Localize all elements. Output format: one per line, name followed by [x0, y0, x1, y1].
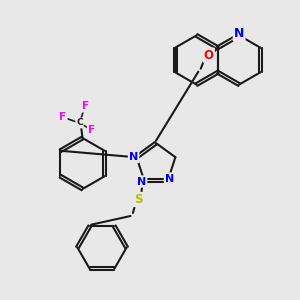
- Text: O: O: [204, 49, 214, 62]
- Text: C: C: [76, 118, 83, 127]
- Text: N: N: [137, 176, 146, 187]
- Text: F: F: [82, 101, 89, 112]
- Text: F: F: [88, 125, 95, 136]
- Text: N: N: [234, 27, 244, 40]
- Text: S: S: [134, 193, 142, 206]
- Text: N: N: [165, 173, 174, 184]
- Text: N: N: [129, 152, 138, 162]
- Text: F: F: [59, 112, 67, 122]
